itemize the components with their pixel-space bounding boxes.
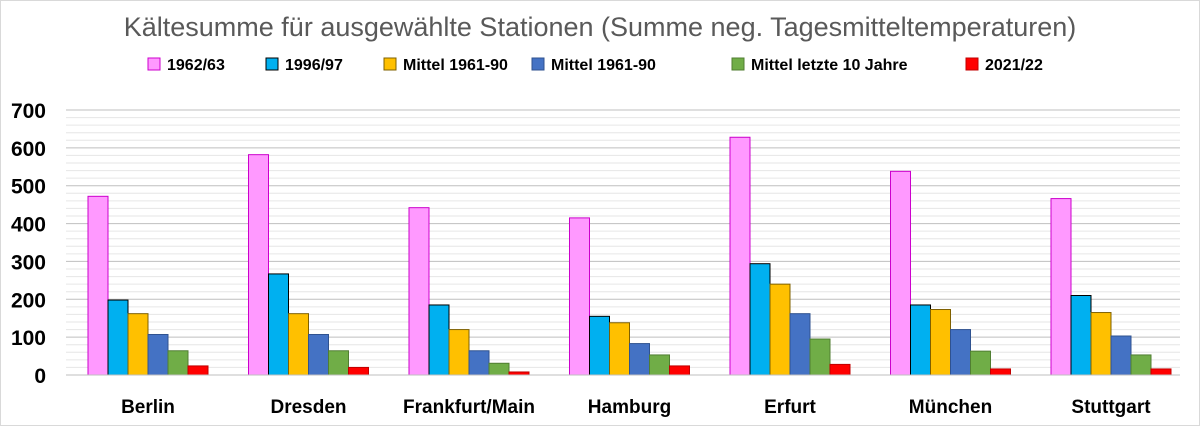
bar — [448, 329, 470, 376]
bar — [1110, 335, 1132, 376]
legend-swatch — [383, 57, 397, 71]
bar — [890, 170, 911, 376]
y-tick-label: 500 — [11, 176, 46, 199]
bar — [348, 366, 369, 376]
legend-swatch — [147, 57, 161, 71]
bar — [669, 365, 690, 376]
bar — [488, 362, 510, 376]
legend-label: Mittel 1961-90 — [551, 57, 656, 74]
bar — [288, 313, 309, 376]
bar — [769, 283, 791, 376]
bar — [910, 304, 931, 376]
bar — [1070, 295, 1092, 376]
bar — [950, 329, 971, 376]
chart-title: Kältesumme für ausgewählte Stationen (Su… — [124, 12, 1077, 42]
bar — [729, 136, 751, 376]
bar — [147, 333, 169, 376]
x-tick-label: Erfurt — [764, 397, 816, 418]
bar — [809, 338, 831, 376]
y-tick-label: 300 — [11, 251, 46, 274]
legend-label: 1962/63 — [167, 57, 225, 74]
legend-swatch — [531, 57, 545, 71]
y-tick-label: 600 — [11, 138, 46, 161]
bar — [649, 354, 670, 376]
legend-swatch — [965, 57, 979, 71]
legend-label: 1996/97 — [285, 57, 343, 74]
bar — [990, 368, 1011, 376]
x-axis: Berlin Dresden Frankfurt/Main Hamburg Erfurt… — [66, 374, 1180, 418]
bar — [829, 363, 851, 376]
bar — [428, 304, 450, 376]
bar — [308, 333, 329, 376]
bar — [107, 299, 129, 376]
x-tick-label: Berlin — [121, 397, 175, 418]
bar — [589, 315, 610, 376]
y-axis: 0 100 200 300 400 500 600 700 — [11, 100, 46, 388]
bar — [569, 217, 590, 376]
y-tick-label: 400 — [11, 214, 46, 237]
x-tick-label: München — [909, 397, 992, 418]
legend-label: Mittel 1961-90 — [403, 57, 508, 74]
bar — [187, 365, 209, 376]
bar — [1090, 312, 1112, 376]
y-tick-label: 200 — [11, 289, 46, 312]
bar — [167, 350, 189, 376]
y-tick-label: 700 — [11, 100, 46, 123]
bar — [930, 309, 951, 376]
legend-swatch — [731, 57, 745, 71]
x-tick-label: Hamburg — [588, 397, 671, 418]
bar — [468, 350, 490, 376]
bar — [609, 322, 630, 376]
x-tick-label: Frankfurt/Main — [403, 397, 535, 418]
bar — [629, 343, 650, 376]
bar — [789, 313, 811, 376]
bar — [1150, 368, 1172, 376]
legend-label: 2021/22 — [985, 57, 1043, 74]
x-tick-label: Dresden — [270, 397, 346, 418]
legend-label: Mittel letzte 10 Jahre — [751, 57, 908, 74]
bar — [87, 195, 109, 376]
bar — [328, 350, 349, 376]
bar — [1050, 198, 1072, 376]
y-tick-label: 100 — [11, 327, 46, 350]
bar — [268, 273, 289, 376]
legend-swatch — [265, 57, 279, 71]
x-tick-label: Stuttgart — [1071, 397, 1151, 418]
y-tick-label: 0 — [34, 365, 46, 388]
bar — [1130, 354, 1152, 376]
bar — [970, 350, 991, 376]
bar — [248, 154, 269, 376]
bar — [127, 313, 149, 376]
legend: 1962/63 1996/97 Mittel 1961-90 Mittel 1961-… — [147, 57, 1043, 74]
bar — [408, 207, 430, 376]
bar — [749, 263, 771, 376]
